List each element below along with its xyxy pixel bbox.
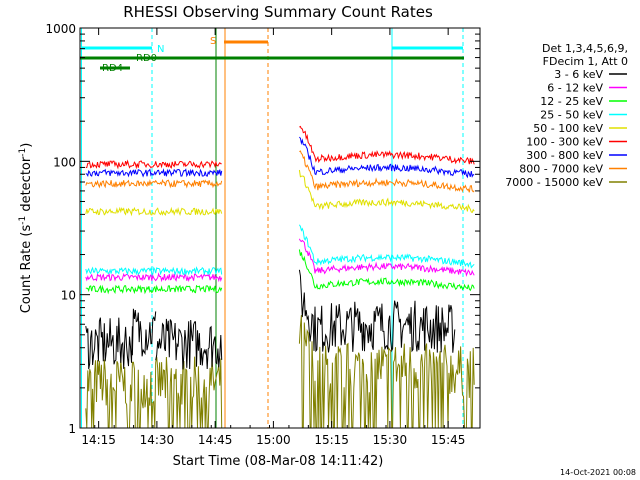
x-tick-label-6: 15:45 — [431, 433, 466, 447]
x-tick-label-4: 15:15 — [314, 433, 349, 447]
x-tick-label-3: 15:00 — [256, 433, 291, 447]
y-axis-label-end: ) — [19, 143, 34, 148]
series-trace-0-2 — [155, 318, 223, 370]
series-trace-4-0 — [85, 206, 223, 217]
x-tick-label-1: 14:30 — [140, 433, 175, 447]
chart-title: RHESSI Observing Summary Count Rates — [123, 3, 433, 21]
x-tick-label-2: 14:45 — [198, 433, 233, 447]
series-trace-1-0 — [85, 272, 223, 283]
y-axis-label-sup1: -1 — [18, 216, 28, 225]
legend-label-6: 300 - 800 keV — [526, 149, 603, 162]
x-tick-label-5: 15:30 — [373, 433, 408, 447]
x-axis-label: Start Time (08-Mar-08 14:11:42) — [173, 454, 384, 469]
series-trace-7-1 — [299, 150, 475, 193]
legend-label-1: 6 - 12 keV — [547, 82, 603, 95]
legend-label-5: 100 - 300 keV — [526, 136, 603, 149]
axis-ticks: 14:15 14:30 14:45 15:00 15:15 15:30 15:45 1 10 10… — [45, 22, 480, 447]
legend-label-8: 7000 - 15000 keV — [505, 176, 603, 189]
rd4-label: RD4 — [102, 63, 123, 74]
legend-header-line-1: Det 1,3,4,5,6,9, — [542, 42, 628, 55]
footer-date: 14-Oct-2021 00:08 — [560, 468, 636, 477]
series-trace-0-0 — [85, 317, 133, 370]
series-trace-0-3 — [298, 269, 456, 353]
series-trace-0-1 — [131, 308, 157, 357]
series-trace-4-1 — [298, 169, 475, 214]
y-axis-label: Count Rate (s-1 detector-1) — [18, 143, 34, 314]
series-trace-1-1 — [298, 238, 475, 277]
x-tick-label-0: 14:15 — [81, 433, 116, 447]
y-axis-label-main: Count Rate (s — [19, 225, 34, 314]
series-trace-2-0 — [85, 284, 223, 295]
series-trace-5-1 — [299, 125, 475, 165]
series-trace-2-1 — [298, 249, 475, 292]
series-trace-5-0 — [85, 159, 222, 170]
series-trace-3-0 — [85, 266, 223, 276]
y-axis-label-mid: detector — [19, 156, 34, 216]
y-tick-label-3: 1000 — [45, 22, 76, 36]
y-tick-label-2: 100 — [53, 155, 76, 169]
series-trace-6-0 — [85, 168, 223, 178]
legend-label-7: 800 - 7000 keV — [519, 163, 603, 176]
legend-header-line-2: FDecim 1, Att 0 — [543, 55, 628, 68]
night-label: N — [157, 44, 164, 55]
legend-label-3: 25 - 50 keV — [540, 109, 603, 122]
legend-label-2: 12 - 25 keV — [540, 95, 603, 108]
legend-label-0: 3 - 6 keV — [554, 68, 603, 81]
series-trace-7-0 — [85, 178, 223, 189]
legend-label-4: 50 - 100 keV — [533, 122, 603, 135]
y-tick-label-1: 10 — [61, 289, 76, 303]
y-axis-label-sup2: -1 — [18, 148, 28, 157]
series-trace-6-1 — [299, 136, 475, 179]
rd0-label: RD0 — [136, 53, 157, 64]
y-tick-label-0: 1 — [68, 422, 76, 436]
saa-label: S — [210, 36, 216, 47]
series-trace-3-1 — [298, 224, 475, 269]
plot-frame — [79, 27, 481, 429]
